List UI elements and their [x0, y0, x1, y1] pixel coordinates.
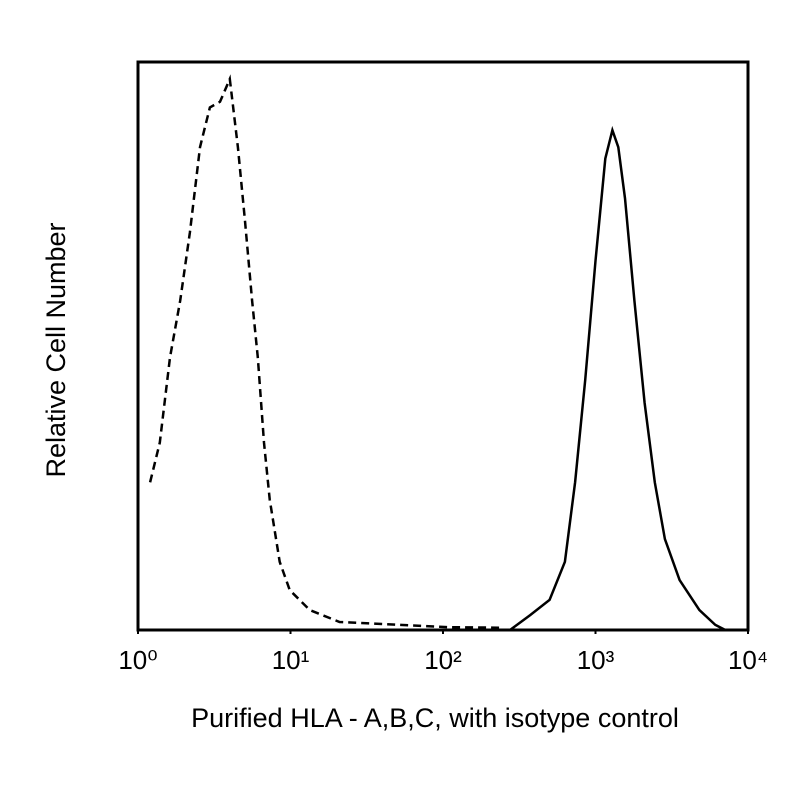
- x-tick-label: 10⁰: [118, 645, 157, 675]
- x-tick-label: 10⁴: [728, 645, 768, 675]
- histogram-line: [509, 125, 726, 632]
- x-tick-label: 10³: [577, 645, 615, 675]
- plot-frame: [136, 60, 750, 632]
- x-tick-label: 10¹: [272, 645, 310, 675]
- x-axis-title: Purified HLA - A,B,C, with isotype contr…: [191, 703, 679, 733]
- histogram-line: [148, 74, 500, 629]
- x-tick-label: 10²: [424, 645, 462, 675]
- y-axis-title: Relative Cell Number: [41, 222, 71, 477]
